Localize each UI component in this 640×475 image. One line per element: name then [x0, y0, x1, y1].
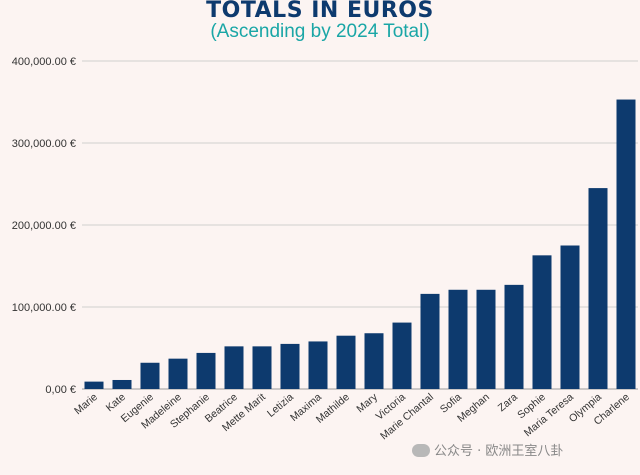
- y-tick-label: 400,000.00 €: [12, 56, 76, 68]
- bar-sophie: [532, 255, 552, 389]
- y-axis-ticks: 0,00 € 100,000.00 € 200,000.00 € 300,000.00…: [12, 56, 76, 396]
- y-tick-label: 300,000.00 €: [12, 138, 76, 150]
- bar-maria-teresa: [560, 245, 580, 389]
- watermark: 公众号 · 欧洲王室八卦: [412, 440, 563, 459]
- chart-subtitle: (Ascending by 2024 Total): [210, 21, 430, 42]
- x-tick-label: Marie: [72, 391, 100, 417]
- bar-mary: [364, 333, 384, 389]
- bar-marie-chantal: [420, 293, 440, 389]
- bar-marie: [84, 381, 104, 389]
- bar-eugenie: [140, 362, 160, 389]
- y-tick-label: 0,00 €: [45, 384, 76, 396]
- chart-title: TOTALS IN EUROS: [206, 0, 434, 23]
- bar-letizia: [280, 343, 300, 389]
- wechat-icon: [412, 444, 430, 457]
- x-axis-labels: Marie KateEugenieMadeleineStephanieBeatri…: [72, 391, 632, 443]
- bar-olympia: [588, 188, 608, 389]
- y-tick-label: 200,000.00 €: [12, 220, 76, 232]
- bar-stephanie: [196, 352, 216, 389]
- bar-meghan: [476, 289, 496, 389]
- bar-beatrice: [224, 346, 244, 389]
- gridlines: [82, 60, 638, 390]
- bar-zara: [504, 284, 524, 389]
- bar-victoria: [392, 322, 412, 389]
- bar-kate: [112, 379, 132, 389]
- y-tick-label: 100,000.00 €: [12, 302, 76, 314]
- bar-mathilde: [336, 335, 356, 389]
- bar-mette-marit: [252, 346, 272, 389]
- watermark-text: 公众号 · 欧洲王室八卦: [434, 444, 564, 459]
- bars: [84, 99, 636, 389]
- bar-maxima: [308, 341, 328, 389]
- x-tick-label: Meghan: [455, 391, 492, 425]
- bar-charlene: [616, 99, 636, 389]
- bar-sofia: [448, 289, 468, 389]
- bar-madeleine: [168, 358, 188, 389]
